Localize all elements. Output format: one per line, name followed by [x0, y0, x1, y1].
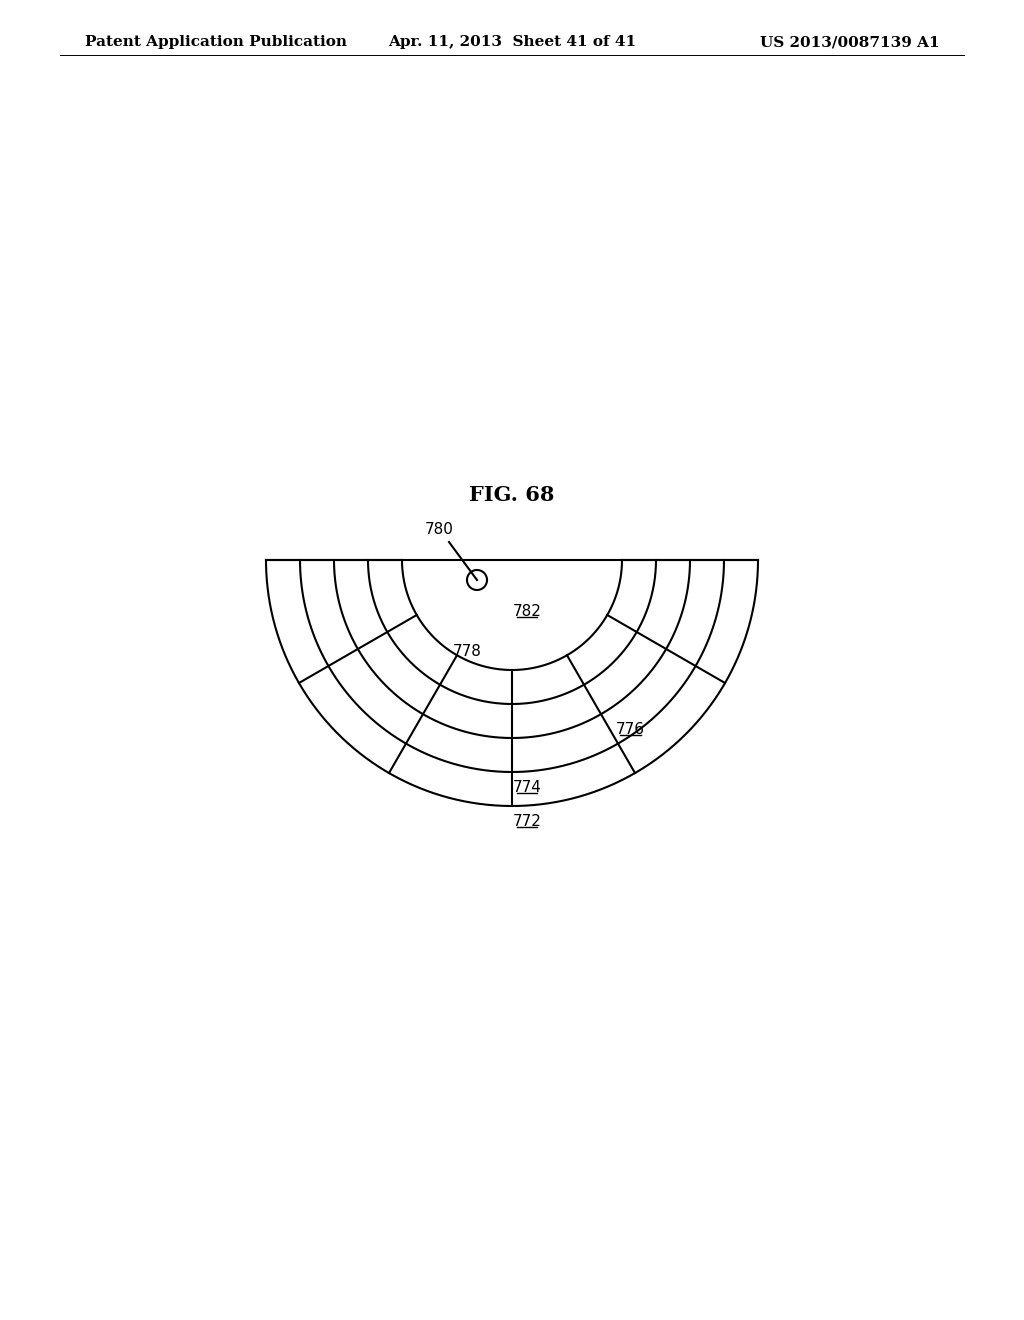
Text: 780: 780	[425, 521, 454, 537]
Text: 774: 774	[513, 780, 542, 795]
Text: Patent Application Publication: Patent Application Publication	[85, 36, 347, 49]
Text: Apr. 11, 2013  Sheet 41 of 41: Apr. 11, 2013 Sheet 41 of 41	[388, 36, 636, 49]
Text: US 2013/0087139 A1: US 2013/0087139 A1	[761, 36, 940, 49]
Text: 776: 776	[616, 722, 645, 737]
Text: 772: 772	[513, 814, 542, 829]
Text: FIG. 68: FIG. 68	[469, 484, 555, 506]
Text: 782: 782	[513, 605, 542, 619]
Text: 778: 778	[453, 644, 481, 659]
